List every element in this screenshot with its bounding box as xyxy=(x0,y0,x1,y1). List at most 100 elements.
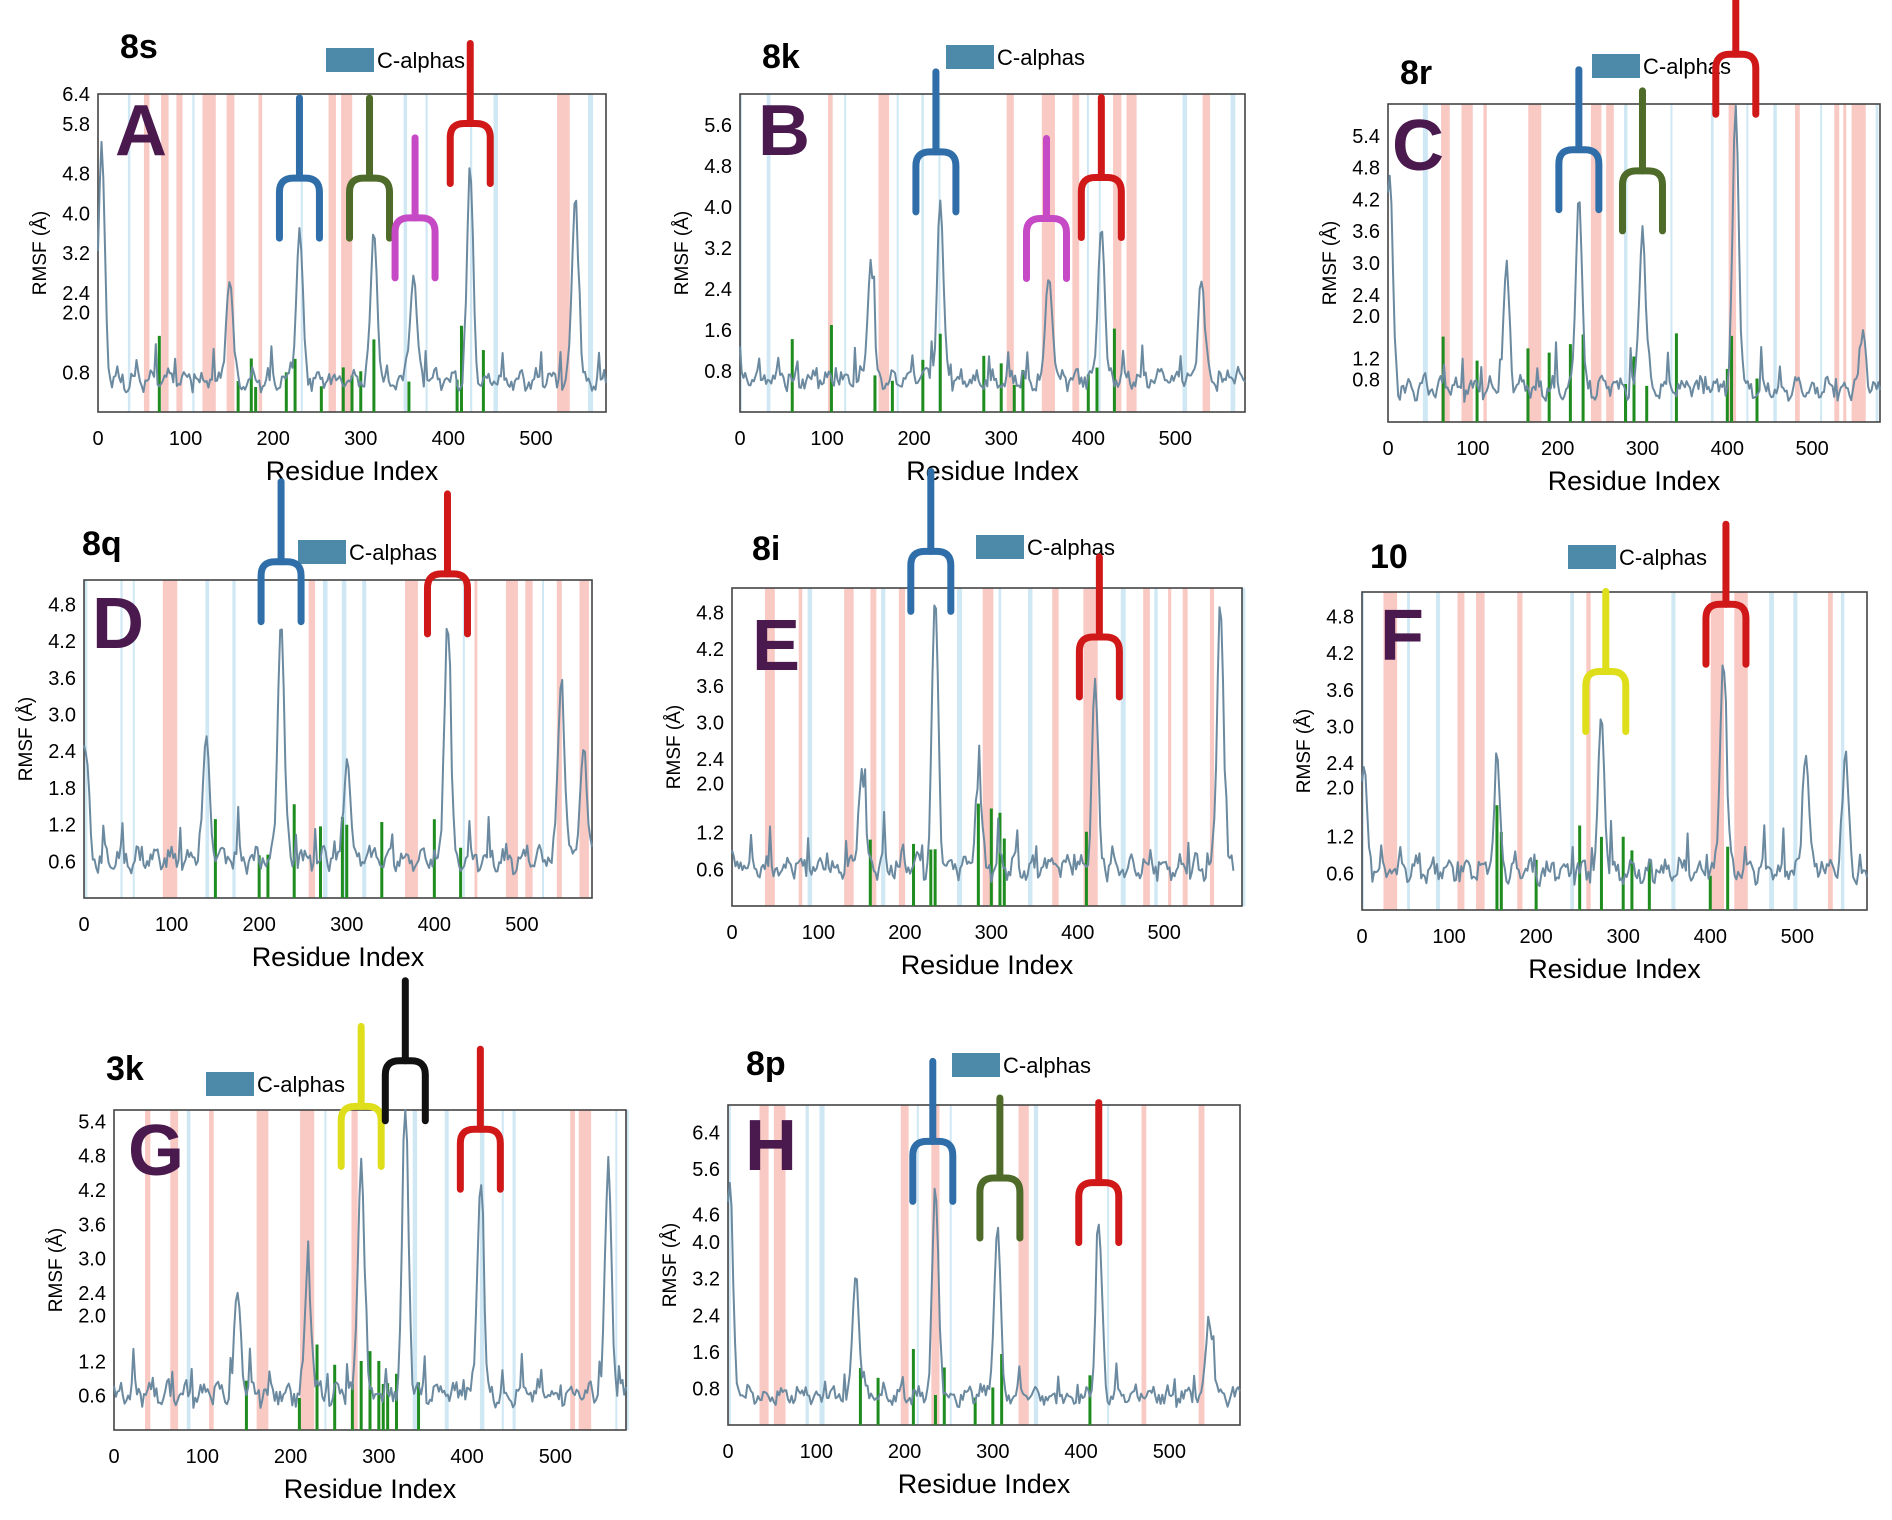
y-tick-label: 2.4 xyxy=(62,283,90,305)
helix-band xyxy=(161,94,169,412)
y-tick-label: 3.2 xyxy=(692,1269,720,1291)
strand-band xyxy=(132,580,135,898)
x-tick-label: 200 xyxy=(256,428,289,450)
panel-f: 0.6 1.2 2.0 2.4 3.0 3.6 4.2 4.8 0 100 200 300 400 500… xyxy=(1294,520,1868,984)
helix-band xyxy=(1461,104,1473,422)
panel-h: 0.8 1.6 2.4 3.2 4.0 4.6 5.6 6.4 0 100 200 300 400 500… xyxy=(660,1045,1241,1499)
strand-band xyxy=(462,580,465,898)
helix-band xyxy=(1517,592,1523,910)
x-tick-label: 100 xyxy=(155,914,188,936)
legend-label: C-alphas xyxy=(377,48,465,73)
x-axis-label: Residue Index xyxy=(252,942,425,972)
strand-band xyxy=(938,94,941,412)
strand-band xyxy=(479,1110,485,1430)
helix-band xyxy=(143,94,150,412)
compound-title: 10 xyxy=(1370,538,1408,576)
legend-label: C-alphas xyxy=(349,540,437,565)
helix-band xyxy=(308,580,316,898)
x-tick-label: 300 xyxy=(976,1441,1009,1463)
helix-band xyxy=(1083,588,1098,906)
strand-band xyxy=(444,1110,449,1430)
y-tick-label: 4.0 xyxy=(692,1232,720,1254)
helix-band xyxy=(578,1110,592,1430)
compound-title: 8p xyxy=(746,1045,786,1083)
strand-band xyxy=(615,1110,618,1430)
y-tick-label: 4.2 xyxy=(1326,643,1354,665)
strand-band xyxy=(324,1110,327,1430)
x-tick-label: 300 xyxy=(362,1446,395,1468)
y-tick-label: 1.6 xyxy=(692,1342,720,1364)
binding-site-marker xyxy=(423,490,471,638)
y-tick-label: 6.4 xyxy=(692,1122,720,1144)
strand-band xyxy=(186,1110,191,1430)
strand-band xyxy=(1086,94,1089,412)
helix-band xyxy=(759,1105,769,1425)
rmsf-trace xyxy=(1361,664,1868,887)
y-tick-label: 3.6 xyxy=(1352,221,1380,243)
panel-b: 0.8 1.6 2.4 3.2 4.0 4.8 5.6 0 100 200 300 400 500 RMS… xyxy=(672,38,1246,486)
binding-site-marker xyxy=(275,94,323,242)
x-axis-label: Residue Index xyxy=(284,1474,457,1504)
y-tick-label: 4.8 xyxy=(48,594,76,616)
y-tick-label: 0.6 xyxy=(78,1386,106,1408)
helix-band xyxy=(1795,104,1800,422)
x-tick-label: 400 xyxy=(1064,1441,1097,1463)
panel-letter: E xyxy=(752,606,800,686)
binding-site-marker xyxy=(391,134,439,282)
y-tick-label: 4.2 xyxy=(696,639,724,661)
binding-site-marker xyxy=(346,94,394,242)
y-tick-label: 4.8 xyxy=(1326,606,1354,628)
y-tick-label: 2.4 xyxy=(1326,753,1354,775)
strand-band xyxy=(819,1105,825,1425)
y-tick-label: 2.0 xyxy=(78,1306,106,1328)
helix-band xyxy=(1827,592,1833,910)
helix-band xyxy=(931,1105,940,1425)
compound-title: 8q xyxy=(82,525,122,563)
y-tick-label: 6.4 xyxy=(62,84,90,106)
strand-band xyxy=(1671,592,1676,910)
y-tick-label: 1.6 xyxy=(704,320,732,342)
binding-site-marker xyxy=(909,1057,957,1205)
strand-band xyxy=(1623,104,1628,422)
compound-title: 8i xyxy=(752,530,780,568)
x-tick-label: 300 xyxy=(344,428,377,450)
helix-band xyxy=(764,588,775,906)
strand-band xyxy=(469,94,473,412)
y-tick-label: 0.8 xyxy=(62,362,90,384)
y-tick-label: 4.8 xyxy=(62,164,90,186)
y-tick-label: 3.0 xyxy=(78,1249,106,1271)
strand-band xyxy=(1710,104,1714,422)
x-axis-label: Residue Index xyxy=(266,456,439,486)
y-tick-label: 4.2 xyxy=(1352,189,1380,211)
legend-label: C-alphas xyxy=(257,1072,345,1097)
strand-band xyxy=(625,1110,629,1430)
helix-band xyxy=(1202,94,1211,412)
strand-band xyxy=(921,94,924,412)
y-axis-label: RMSF (Å) xyxy=(1320,221,1341,305)
legend-swatch xyxy=(976,535,1024,559)
y-tick-label: 3.0 xyxy=(1326,717,1354,739)
strand-band xyxy=(956,588,963,906)
y-tick-label: 3.2 xyxy=(704,238,732,260)
y-tick-label: 3.0 xyxy=(48,705,76,727)
x-axis-label: Residue Index xyxy=(1528,954,1701,984)
y-tick-label: 2.4 xyxy=(1352,285,1380,307)
strand-band xyxy=(896,94,899,412)
y-tick-label: 5.6 xyxy=(692,1159,720,1181)
helix-band xyxy=(878,94,890,412)
helix-band xyxy=(1209,588,1215,906)
helix-band xyxy=(1441,104,1450,422)
x-tick-label: 400 xyxy=(1711,438,1744,460)
y-tick-label: 1.2 xyxy=(696,823,724,845)
strand-band xyxy=(1033,1105,1039,1425)
helix-band xyxy=(1143,588,1150,906)
y-tick-label: 4.8 xyxy=(696,602,724,624)
binding-site-marker xyxy=(907,467,955,615)
x-tick-label: 100 xyxy=(800,1441,833,1463)
strand-band xyxy=(1028,588,1033,906)
helix-band xyxy=(525,580,533,898)
strand-band xyxy=(362,580,367,898)
helix-band xyxy=(505,580,518,898)
strand-band xyxy=(403,94,408,412)
helix-band xyxy=(827,94,833,412)
